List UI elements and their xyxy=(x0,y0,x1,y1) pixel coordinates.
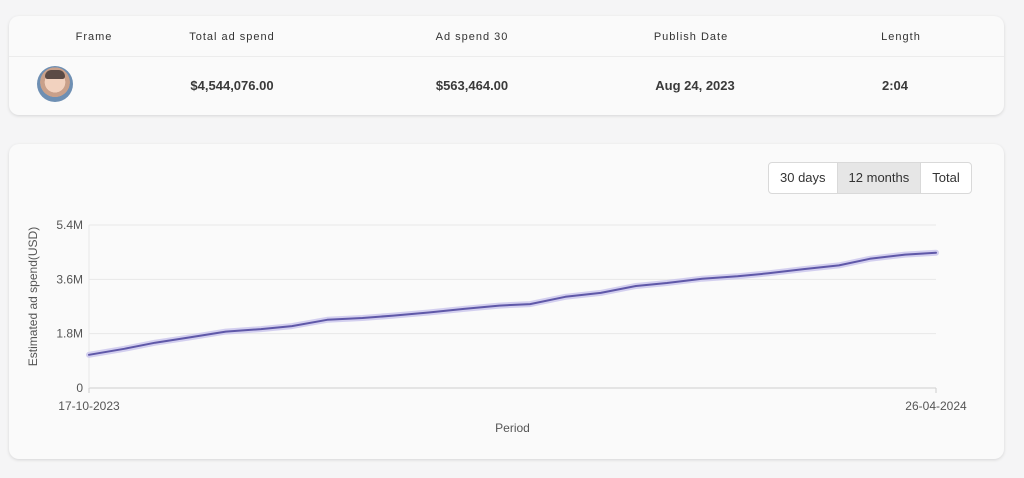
cell-ad-spend-30: $563,464.00 xyxy=(435,78,509,93)
cell-total-ad-spend: $4,544,076.00 xyxy=(190,78,274,93)
range-30-days-button[interactable]: 30 days xyxy=(780,170,826,185)
x-tick-label: 17-10-2023 xyxy=(58,399,120,413)
y-tick-label: 0 xyxy=(76,381,83,395)
header-ad-spend-30: Ad spend 30 xyxy=(435,31,509,43)
cell-publish-date: Aug 24, 2023 xyxy=(655,78,735,93)
x-tick-label: 26-04-2024 xyxy=(905,399,967,413)
header-publish-date: Publish Date xyxy=(653,31,729,43)
y-tick-label: 5.4M xyxy=(56,218,83,232)
range-total-button[interactable]: Total xyxy=(920,163,970,193)
range-toggle: 30 days 12 months Total xyxy=(768,162,972,194)
video-stats-table: Frame Total ad spend Ad spend 30 Publish… xyxy=(9,16,1004,115)
series-line xyxy=(88,251,937,356)
line-chart: 0 1.8M 3.6M 5.4M 17-10-2023 26-04-2024 Period E… xyxy=(26,218,967,435)
cell-length: 2:04 xyxy=(881,78,909,93)
header-total-ad-spend: Total ad spend xyxy=(189,31,275,43)
y-tick-label: 1.8M xyxy=(56,327,83,341)
y-axis-title: Estimated ad spend(USD) xyxy=(26,227,40,366)
ad-spend-chart-card: 30 days 12 months Total 0 1.8M 3.6M 5.4M 17-… xyxy=(9,144,1004,459)
range-12-months-button[interactable]: 12 months xyxy=(836,163,921,193)
y-tick-label: 3.6M xyxy=(56,272,83,286)
header-frame: Frame xyxy=(75,31,113,43)
frame-thumbnail[interactable] xyxy=(37,66,73,102)
x-axis-title: Period xyxy=(495,421,530,435)
header-divider xyxy=(9,56,1004,57)
header-length: Length xyxy=(881,31,921,43)
